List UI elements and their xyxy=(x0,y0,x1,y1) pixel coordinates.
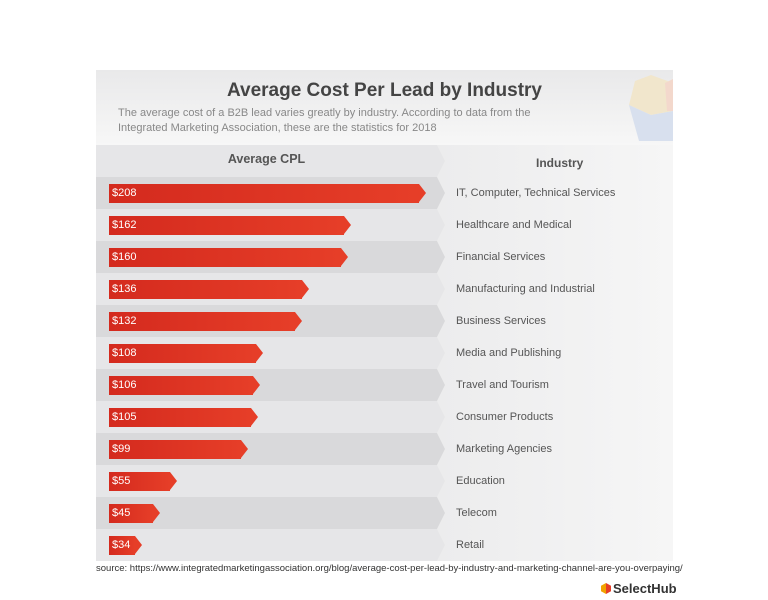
bar-row: $108 Media and Publishing xyxy=(96,337,673,369)
bar: $105 xyxy=(109,408,259,427)
selecthub-logo-icon xyxy=(601,583,611,594)
bar-value-label: $208 xyxy=(112,187,137,199)
industry-label: Consumer Products xyxy=(456,411,554,423)
bar: $132 xyxy=(109,312,303,331)
bar-value-label: $136 xyxy=(112,283,137,295)
bar-value-label: $34 xyxy=(112,539,131,551)
selecthub-logo: SelectHub xyxy=(601,581,677,596)
industry-label: Marketing Agencies xyxy=(456,443,552,455)
bar-row: $162 Healthcare and Medical xyxy=(96,209,673,241)
industry-label: Media and Publishing xyxy=(456,347,562,359)
bar-row: $34 Retail xyxy=(96,529,673,561)
bar: $160 xyxy=(109,248,348,267)
header: Average Cost Per Lead by Industry The av… xyxy=(96,70,673,145)
bar-value-label: $132 xyxy=(112,315,137,327)
bar-value-label: $106 xyxy=(112,379,137,391)
chart-subtitle: The average cost of a B2B lead varies gr… xyxy=(118,107,531,134)
source-note: source: https://www.integratedmarketinga… xyxy=(96,563,683,574)
bar-value-label: $162 xyxy=(112,219,137,231)
logo-text: SelectHub xyxy=(613,581,677,596)
bar-value-label: $160 xyxy=(112,251,137,263)
industry-column-header: Industry xyxy=(536,156,584,170)
industry-label: Healthcare and Medical xyxy=(456,219,572,231)
bar-row: $45 Telecom xyxy=(96,497,673,529)
bar-row: $55 Education xyxy=(96,465,673,497)
chart-rows: Average CPL Industry $208 IT, Computer, … xyxy=(96,145,673,561)
bar-row: $208 IT, Computer, Technical Services xyxy=(96,177,673,209)
bar-value-label: $108 xyxy=(112,347,137,359)
bar: $99 xyxy=(109,440,249,459)
bar: $108 xyxy=(109,344,264,363)
column-header-row: Average CPL Industry xyxy=(96,145,673,177)
bar: $162 xyxy=(109,216,352,235)
bar-row: $136 Manufacturing and Industrial xyxy=(96,273,673,305)
industry-label: Travel and Tourism xyxy=(456,379,549,391)
value-column-header: Average CPL xyxy=(227,152,306,166)
industry-label: Financial Services xyxy=(456,251,546,263)
bar-row: $105 Consumer Products xyxy=(96,401,673,433)
bar: $136 xyxy=(109,280,309,299)
bar: $208 xyxy=(109,184,427,203)
bar-value-label: $105 xyxy=(112,411,137,423)
bar: $106 xyxy=(109,376,260,395)
bar-value-label: $45 xyxy=(112,507,131,519)
bar: $55 xyxy=(109,472,177,491)
bar-row: $99 Marketing Agencies xyxy=(96,433,673,465)
industry-label: Education xyxy=(456,475,505,487)
infographic-panel: Average Cost Per Lead by Industry The av… xyxy=(96,70,673,561)
cube-decoration-icon xyxy=(629,75,673,141)
bar: $34 xyxy=(109,536,143,555)
chart-title: Average Cost Per Lead by Industry xyxy=(226,80,542,101)
bar-row: $106 Travel and Tourism xyxy=(96,369,673,401)
industry-label: Telecom xyxy=(456,507,497,519)
bar-row: $132 Business Services xyxy=(96,305,673,337)
bar-row: $160 Financial Services xyxy=(96,241,673,273)
bar-value-label: $55 xyxy=(112,475,131,487)
industry-label: IT, Computer, Technical Services xyxy=(456,187,616,199)
industry-label: Business Services xyxy=(456,315,546,327)
industry-label: Retail xyxy=(456,539,485,551)
industry-label: Manufacturing and Industrial xyxy=(456,283,595,295)
bar: $45 xyxy=(109,504,161,523)
bar-value-label: $99 xyxy=(112,443,131,455)
